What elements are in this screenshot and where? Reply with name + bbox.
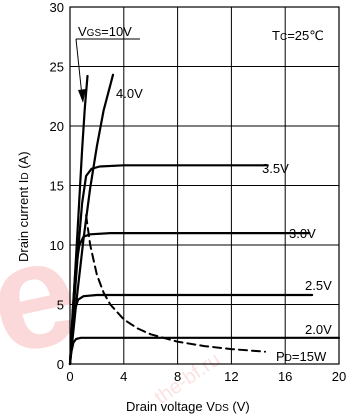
- y-tick-label: 10: [50, 238, 64, 253]
- x-tick-label: 4: [120, 369, 127, 384]
- vgs-arrow-line: [75, 38, 83, 97]
- series-lines: [68, 73, 341, 366]
- series-line: [68, 293, 314, 366]
- series-label: 3.0V: [289, 226, 316, 241]
- x-tick-label: 0: [66, 369, 73, 384]
- curve-labels: VGS=10V 4.0V 3.5V 3.0V 2.5V 2.0V PD=15W TC=25℃: [75, 24, 332, 364]
- x-tick-label: 20: [332, 369, 346, 384]
- condition-label: TC=25℃: [272, 28, 324, 43]
- series-label: 2.5V: [305, 278, 332, 293]
- x-axis-title: Drain voltage VDS (V): [126, 399, 250, 414]
- series-line: [68, 232, 311, 366]
- y-tick-label: 30: [50, 0, 64, 15]
- series-label: 3.5V: [262, 161, 289, 176]
- series-label: 2.0V: [305, 322, 332, 337]
- series-label: 4.0V: [116, 86, 143, 101]
- y-axis-title: Drain current ID (A): [16, 151, 31, 262]
- x-tick-label: 8: [174, 369, 181, 384]
- axis-titles: Drain voltage VDS (V) Drain current ID (A…: [16, 151, 250, 414]
- series-line: [68, 336, 341, 366]
- y-tick-label: 5: [57, 298, 64, 313]
- vgs-arrow-head: [78, 89, 86, 103]
- axes: [69, 6, 340, 365]
- y-tick-label: 15: [50, 179, 64, 194]
- x-tick-label: 12: [224, 369, 238, 384]
- y-tick-label: 0: [57, 357, 64, 372]
- series-line: [68, 164, 269, 366]
- y-tick-label: 20: [50, 119, 64, 134]
- series-line: [85, 214, 266, 353]
- tick-labels: 0 4 8 12 16 20 0 5 10 15 20 25 30: [50, 0, 347, 384]
- series-line: [68, 73, 115, 366]
- plot-frame: [69, 6, 340, 365]
- y-tick-label: 25: [50, 60, 64, 75]
- series-label: VGS=10V: [78, 24, 132, 39]
- x-tick-label: 16: [278, 369, 292, 384]
- gridlines: [70, 7, 339, 364]
- series-label: PD=15W: [276, 349, 327, 364]
